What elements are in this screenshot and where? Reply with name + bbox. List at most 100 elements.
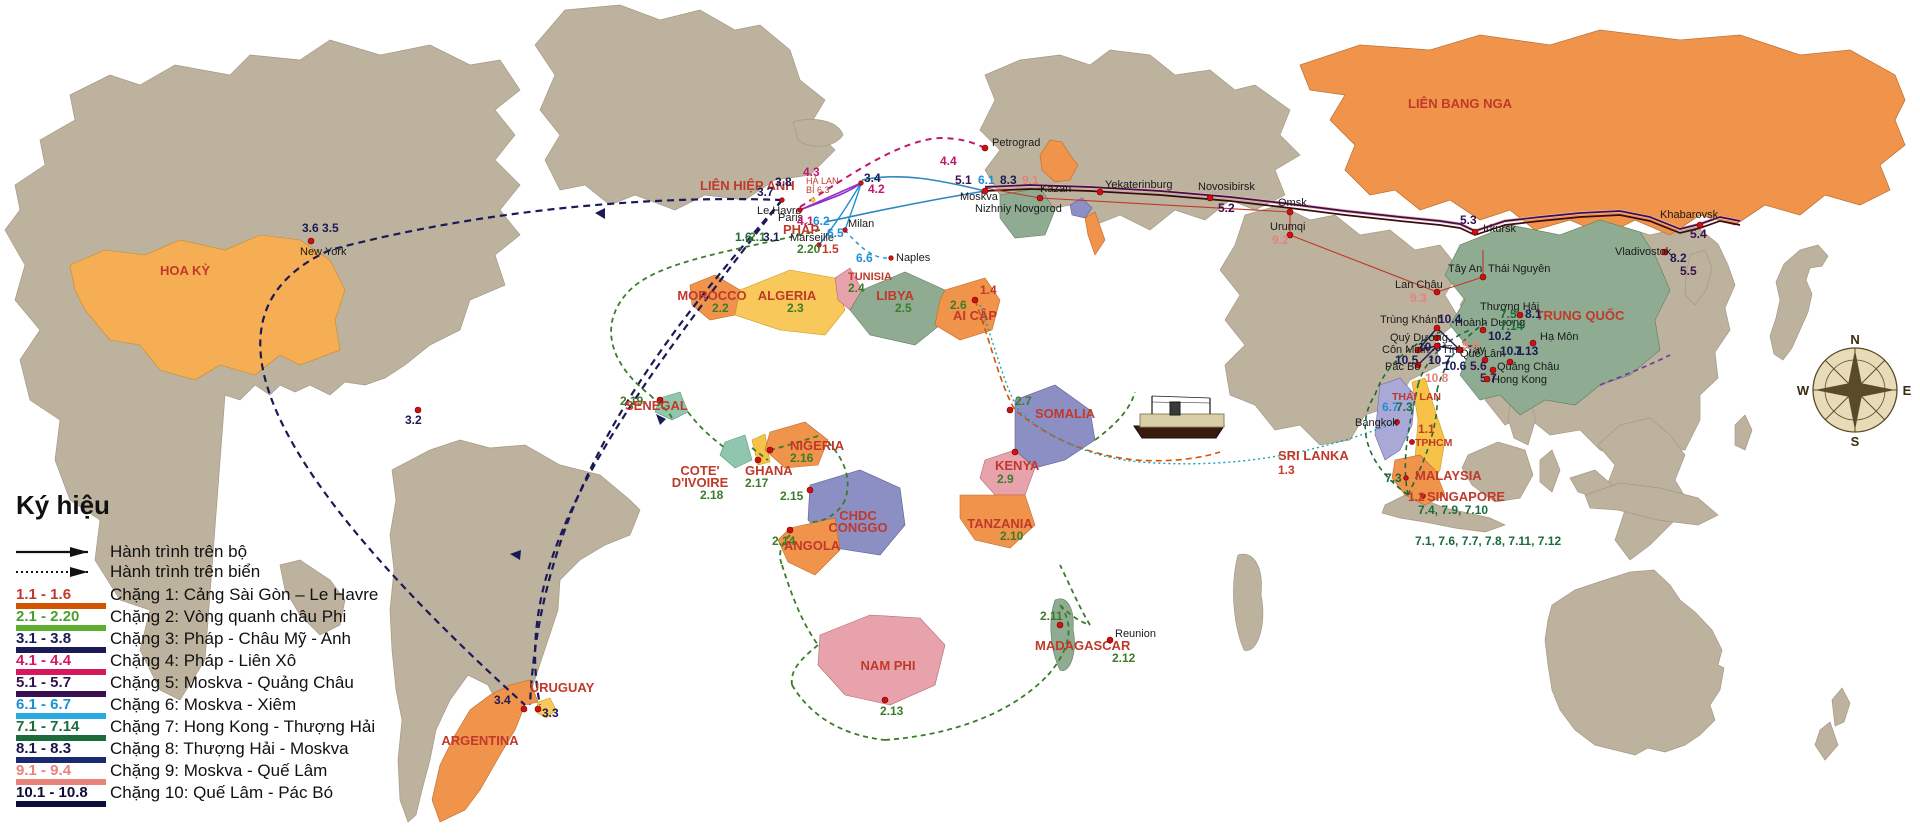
- svg-text:6.5: 6.5: [827, 226, 844, 240]
- svg-text:7.3: 7.3: [1396, 400, 1413, 414]
- svg-text:3.2: 3.2: [405, 413, 422, 427]
- svg-text:Chặng 9: Moskva - Quế Lâm: Chặng 9: Moskva - Quế Lâm: [110, 761, 327, 780]
- svg-text:MALAYSIA: MALAYSIA: [1415, 468, 1482, 483]
- svg-text:2.17: 2.17: [745, 476, 769, 490]
- svg-text:Bangkok: Bangkok: [1355, 417, 1398, 429]
- svg-text:5.1 - 5.7: 5.1 - 5.7: [16, 674, 71, 691]
- svg-text:TPHCM: TPHCM: [1415, 437, 1453, 449]
- svg-text:Hành trình trên bộ: Hành trình trên bộ: [110, 542, 247, 561]
- svg-text:1.3: 1.3: [1278, 463, 1295, 477]
- svg-text:Yekaterinburg: Yekaterinburg: [1105, 179, 1172, 191]
- svg-text:W: W: [1797, 383, 1810, 398]
- svg-text:Nizhniy Novgorod: Nizhniy Novgorod: [975, 203, 1062, 215]
- svg-text:8.1: 8.1: [1525, 307, 1542, 321]
- svg-text:KENYA: KENYA: [995, 458, 1040, 473]
- svg-text:Quảng Châu: Quảng Châu: [1497, 361, 1559, 373]
- svg-text:10.1 - 10.8: 10.1 - 10.8: [16, 784, 88, 801]
- svg-text:SINGAPORE: SINGAPORE: [1427, 489, 1505, 504]
- svg-text:2.6: 2.6: [950, 298, 967, 312]
- svg-text:Urumqi: Urumqi: [1270, 221, 1305, 233]
- svg-text:Trùng Khánh: Trùng Khánh: [1380, 314, 1443, 326]
- svg-text:Lan Châu: Lan Châu: [1395, 279, 1443, 291]
- svg-text:E: E: [1903, 383, 1912, 398]
- svg-text:7.14: 7.14: [1500, 319, 1524, 333]
- svg-text:Thái Nguyên: Thái Nguyên: [1488, 263, 1550, 275]
- svg-text:Irkursk: Irkursk: [1483, 223, 1517, 235]
- svg-text:Vladivostok: Vladivostok: [1615, 246, 1672, 258]
- svg-text:Chặng 5: Moskva - Quảng Châu: Chặng 5: Moskva - Quảng Châu: [110, 673, 354, 692]
- svg-text:9.1 - 9.4: 9.1 - 9.4: [16, 762, 72, 779]
- svg-text:Pác Bó: Pác Bó: [1385, 361, 1420, 373]
- svg-text:4.4: 4.4: [940, 154, 957, 168]
- svg-text:3.6 3.5: 3.6 3.5: [302, 221, 339, 235]
- svg-text:6.6: 6.6: [856, 251, 873, 265]
- svg-text:1.2: 1.2: [1408, 490, 1425, 504]
- svg-text:5.4: 5.4: [1690, 227, 1707, 241]
- svg-text:5.1: 5.1: [955, 173, 972, 187]
- svg-text:7.13: 7.13: [1515, 344, 1539, 358]
- svg-text:SOMALIA: SOMALIA: [1035, 406, 1096, 421]
- svg-text:Milan: Milan: [848, 218, 874, 230]
- svg-text:LIÊN BANG NGA: LIÊN BANG NGA: [1408, 96, 1513, 111]
- svg-text:Hạ Môn: Hạ Môn: [1540, 331, 1579, 343]
- svg-text:Hành trình trên biển: Hành trình trên biển: [110, 562, 260, 581]
- svg-text:HOA KỲ: HOA KỲ: [160, 263, 210, 278]
- svg-text:10.8: 10.8: [1425, 371, 1449, 385]
- svg-text:URUGUAY: URUGUAY: [530, 680, 595, 695]
- svg-text:4.1 - 4.4: 4.1 - 4.4: [16, 652, 72, 669]
- svg-text:Ký hiệu: Ký hiệu: [16, 490, 110, 520]
- svg-text:2.1 - 2.20: 2.1 - 2.20: [16, 608, 79, 625]
- svg-text:6.1 - 6.7: 6.1 - 6.7: [16, 696, 71, 713]
- svg-text:TRUNG QUỐC: TRUNG QUỐC: [1536, 308, 1625, 323]
- svg-text:Tây An: Tây An: [1448, 263, 1482, 275]
- svg-text:2.13: 2.13: [880, 704, 904, 718]
- svg-text:Moskva: Moskva: [960, 191, 999, 203]
- svg-text:3.7: 3.7: [757, 185, 774, 199]
- svg-text:1.1 - 1.6: 1.1 - 1.6: [16, 586, 71, 603]
- svg-text:1.1: 1.1: [1418, 422, 1435, 436]
- svg-text:1.4: 1.4: [980, 283, 997, 297]
- svg-text:3.1: 3.1: [763, 230, 780, 244]
- svg-text:Kazan: Kazan: [1040, 183, 1071, 195]
- svg-text:2.16: 2.16: [790, 451, 814, 465]
- svg-text:3.3: 3.3: [542, 706, 559, 720]
- svg-text:2.15: 2.15: [780, 489, 804, 503]
- svg-text:2.12: 2.12: [1112, 651, 1136, 665]
- svg-text:CONGGO: CONGGO: [828, 520, 887, 535]
- svg-text:ARGENTINA: ARGENTINA: [441, 733, 519, 748]
- svg-text:ANGOLA: ANGOLA: [784, 538, 841, 553]
- svg-text:5.2: 5.2: [1218, 201, 1235, 215]
- svg-text:Omsk: Omsk: [1278, 197, 1307, 209]
- svg-text:9.3: 9.3: [1410, 291, 1427, 305]
- svg-text:NAM PHI: NAM PHI: [861, 658, 916, 673]
- svg-text:1.5: 1.5: [822, 242, 839, 256]
- svg-text:Reunion: Reunion: [1115, 628, 1156, 640]
- svg-text:Chặng 2: Vòng quanh châu Phi: Chặng 2: Vòng quanh châu Phi: [110, 607, 346, 626]
- svg-text:7.1 - 7.14: 7.1 - 7.14: [16, 718, 80, 735]
- svg-text:Petrograd: Petrograd: [992, 137, 1040, 149]
- svg-text:8.1 - 8.3: 8.1 - 8.3: [16, 740, 71, 757]
- svg-text:2.11: 2.11: [1040, 609, 1063, 623]
- svg-text:2.10: 2.10: [1000, 529, 1024, 543]
- svg-text:Khabarovsk: Khabarovsk: [1660, 209, 1719, 221]
- svg-text:10.6: 10.6: [1443, 359, 1467, 373]
- svg-text:Novosibirsk: Novosibirsk: [1198, 181, 1255, 193]
- svg-text:7.1, 7.6, 7.7, 7.8, 7.11, 7.12: 7.1, 7.6, 7.7, 7.8, 7.11, 7.12: [1415, 534, 1561, 548]
- svg-text:8.2: 8.2: [1670, 251, 1687, 265]
- svg-text:New York: New York: [300, 246, 347, 258]
- svg-text:8.3: 8.3: [1000, 173, 1017, 187]
- svg-text:9.2: 9.2: [1272, 233, 1289, 247]
- svg-text:Chặng 6: Moskva - Xiêm: Chặng 6: Moskva - Xiêm: [110, 695, 296, 714]
- svg-text:Hong Kong: Hong Kong: [1492, 374, 1547, 386]
- svg-text:7.3: 7.3: [1385, 471, 1402, 485]
- svg-text:4.3: 4.3: [803, 165, 820, 179]
- svg-text:5.5: 5.5: [1680, 264, 1697, 278]
- svg-text:2.4: 2.4: [848, 281, 865, 295]
- svg-text:3.1 - 3.8: 3.1 - 3.8: [16, 630, 71, 647]
- svg-text:Chặng 4: Pháp - Liên Xô: Chặng 4: Pháp - Liên Xô: [110, 651, 296, 670]
- svg-text:2.20: 2.20: [797, 242, 821, 256]
- svg-text:6.1: 6.1: [978, 173, 995, 187]
- svg-text:2.9: 2.9: [997, 472, 1014, 486]
- svg-text:7.4, 7.9, 7.10: 7.4, 7.9, 7.10: [1418, 503, 1488, 517]
- svg-text:2.7: 2.7: [1015, 394, 1032, 408]
